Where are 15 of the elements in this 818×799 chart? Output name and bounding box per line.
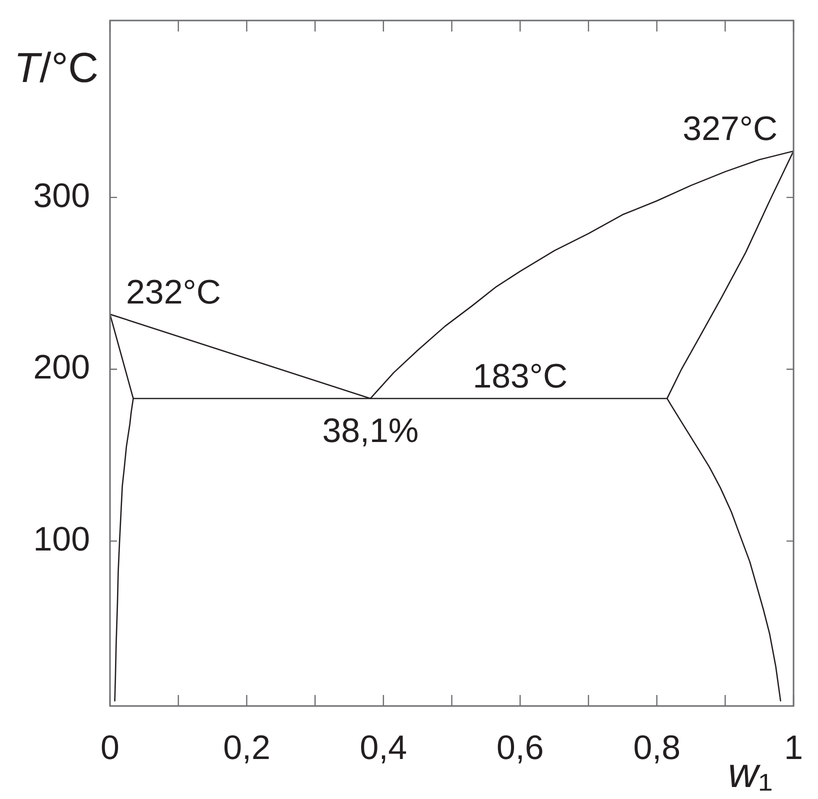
annotation: 38,1% [322,412,419,450]
x-tick-label: 0,2 [223,728,270,767]
y-tick-label: 200 [33,348,90,387]
annotation: 183°C [472,357,568,396]
y-axis-title: T/°C [14,44,98,91]
y-tick-label: 100 [33,520,90,558]
x-axis-title: w₁ [728,749,773,796]
x-tick-label: 0,8 [633,728,680,767]
annotation: 327°C [682,110,778,148]
x-tick-label: 0 [100,728,120,767]
annotation: 232°C [126,273,221,312]
y-tick-label: 300 [33,176,90,215]
x-tick-label: 0,6 [496,728,544,767]
x-tick-label: 1 [784,728,804,767]
x-tick-label: 0,4 [360,728,408,767]
